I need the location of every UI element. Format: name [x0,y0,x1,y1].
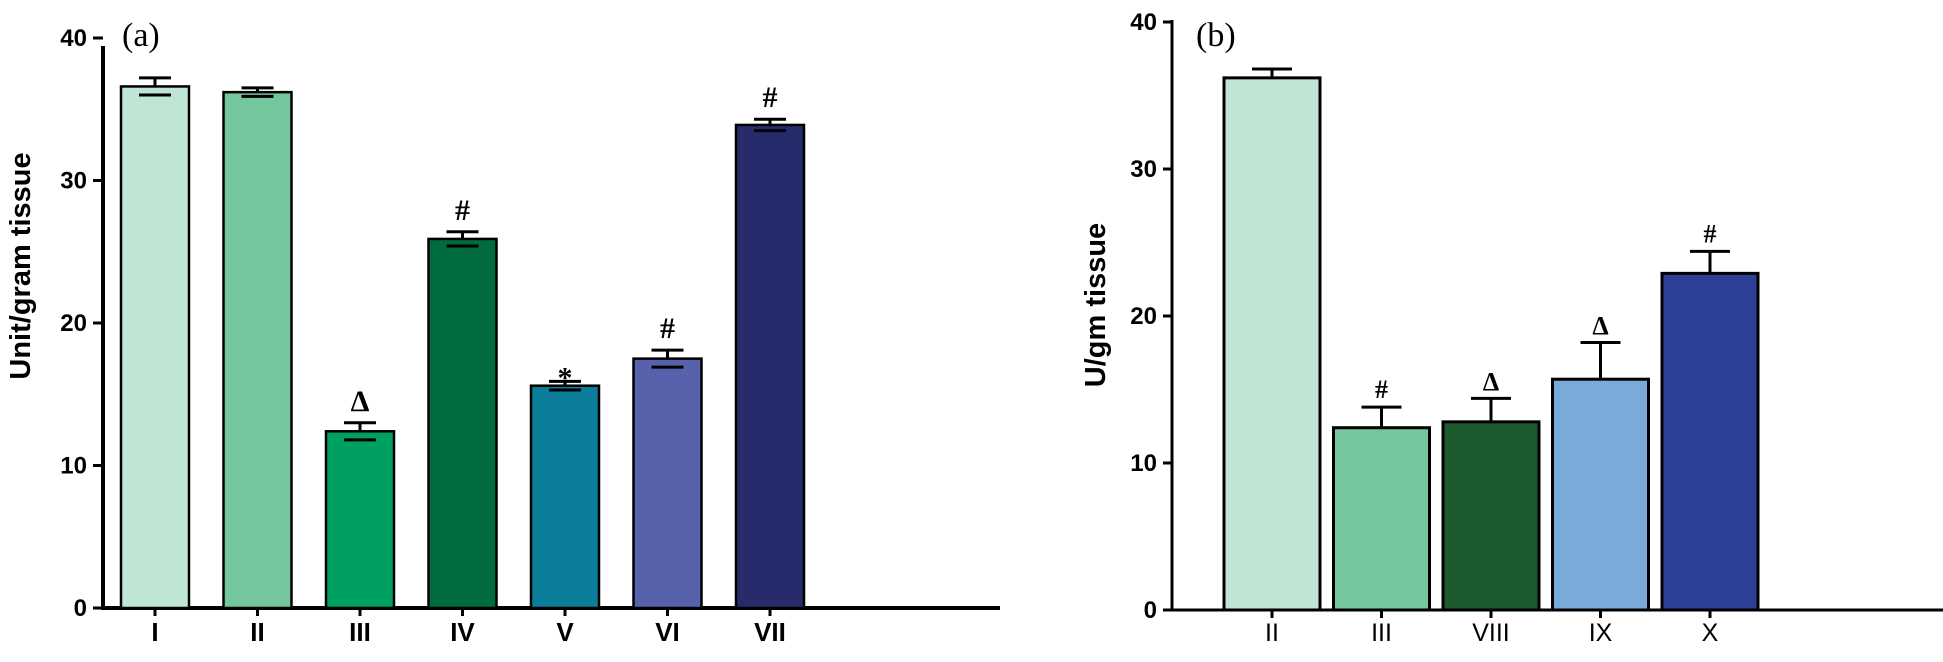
panel-b-y-axis-title: U/gm tissue [1080,223,1112,387]
panel-a-bar-ii [222,90,293,610]
panel-a-x-tick-labels: I II III IV V VI VII [151,608,786,647]
panel-a-bar-iv [427,237,498,610]
panel-a-bar-vi [632,357,703,610]
panel-a-y-axis-title: Unit/gram tissue [5,152,37,379]
panel-a-y-tick-label: 30 [60,168,87,195]
panel-b-annotation-x: # [1704,219,1717,248]
panel-a-x-tick-label-i: I [151,617,158,647]
panel-b-y-tick-label: 20 [1130,303,1157,330]
panel-a-x-tick-label-v: V [556,617,574,647]
panel-b-bar-viii [1441,420,1541,612]
panel-b-x-tick-label-ii: II [1265,619,1279,647]
panel-b-bar-x [1660,271,1760,612]
panel-a-annotation-v: * [558,361,573,394]
panel-b-y-ticks: 0 10 20 30 40 [1130,9,1172,624]
panel-a-bar-vii [734,123,806,610]
panel-a-y-ticks: 0 10 20 30 40 [60,25,103,622]
panel-b-annotation-iii: # [1375,375,1388,404]
panel-a-x-tick-label-vii: VII [754,617,786,647]
panel-a-y-tick-label: 20 [60,310,87,337]
panel-a-label: (a) [122,17,160,54]
panel-a-bar-iii [324,430,396,610]
panel-a-bar-i [119,85,191,610]
panel-b-x-tick-label-iii: III [1371,619,1392,647]
panel-b-y-tick-label: 30 [1130,156,1157,183]
panel-b-label: (b) [1196,17,1236,54]
panel-a-x-tick-label-ii: II [250,617,264,647]
panel-b-annotation-ix: Δ [1592,311,1608,340]
panel-a-y-tick-label: 40 [60,25,87,52]
panel-b-x-tick-labels: II III VIII IX X [1265,610,1719,647]
panel-b-x-tick-label-x: X [1702,619,1719,647]
panel-a-bar-v [529,384,601,610]
panel-a-y-tick-label: 10 [60,453,87,480]
panel-b-x-tick-label-viii: VIII [1472,619,1510,647]
panel-a-annotation-iii: Δ [351,385,370,418]
panel-a-x-tick-label-iii: III [349,617,371,647]
panel-b-bar-ii [1222,76,1322,612]
panel-a-x-tick-label-iv: IV [450,617,475,647]
panel-a-y-tick-label: 0 [74,595,87,622]
panel-a-annotation-vi: # [660,312,675,345]
panel-a-annotation-vii: # [763,81,778,114]
panel-a-annotation-iv: # [455,194,470,227]
panel-a-x-tick-label-vi: VI [655,617,680,647]
panel-b-y-tick-label: 0 [1144,597,1157,624]
panel-b-y-tick-label: 40 [1130,9,1157,36]
panel-b-y-tick-label: 10 [1130,450,1157,477]
panel-b-annotation-viii: Δ [1483,367,1499,396]
panel-b-bar-ix [1551,377,1650,612]
panel-b-x-tick-label-ix: IX [1589,619,1613,647]
panel-b-bar-iii [1332,426,1431,612]
panel-b-bars: # Δ Δ # [1222,67,1760,612]
panel-a-bars: Δ # * # # [119,76,806,610]
